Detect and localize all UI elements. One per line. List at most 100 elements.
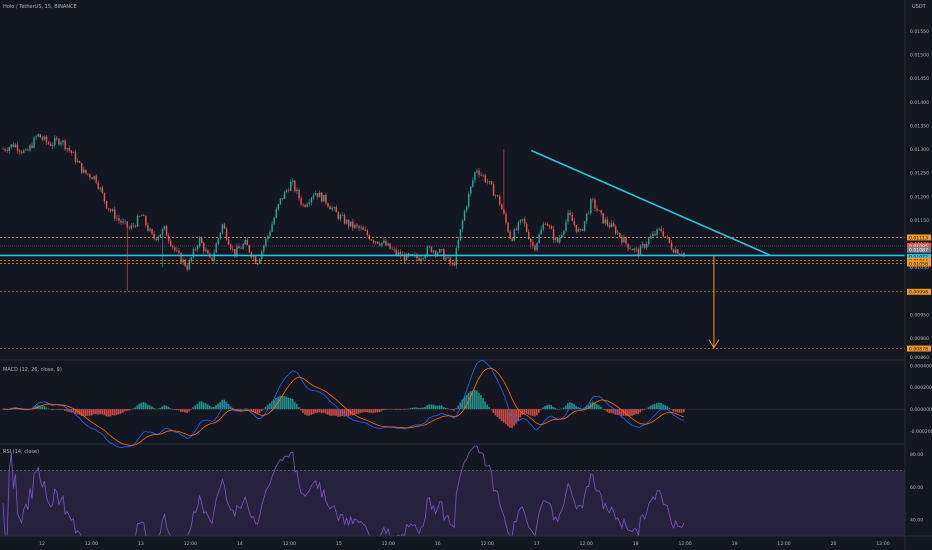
candle-body[interactable] [161, 229, 164, 235]
candle-body[interactable] [548, 225, 551, 227]
candle-body[interactable] [648, 238, 650, 245]
candle-body[interactable] [45, 136, 48, 143]
candle-body[interactable] [263, 245, 265, 252]
candle-body[interactable] [232, 248, 234, 250]
candle-body[interactable] [201, 237, 203, 244]
candle-body[interactable] [662, 231, 664, 237]
candle-body[interactable] [314, 193, 317, 196]
candle-body[interactable] [256, 263, 259, 265]
candle-body[interactable] [546, 224, 549, 226]
candle-body[interactable] [176, 250, 178, 252]
candle-body[interactable] [378, 243, 381, 246]
candle-body[interactable] [364, 229, 366, 231]
candle-body[interactable] [432, 250, 435, 253]
candle-body[interactable] [534, 245, 536, 251]
candle-body[interactable] [316, 193, 319, 198]
candle-body[interactable] [238, 246, 240, 249]
candle-body[interactable] [16, 144, 19, 151]
candle-body[interactable] [190, 257, 193, 261]
macd-signal-line[interactable] [3, 367, 685, 446]
candle-body[interactable] [306, 204, 309, 207]
candle-body[interactable] [523, 218, 526, 224]
candle-body[interactable] [501, 204, 503, 210]
candle-body[interactable] [242, 244, 244, 249]
price-pane[interactable] [0, 133, 905, 361]
candle-body[interactable] [679, 253, 681, 255]
candle-body[interactable] [308, 202, 311, 205]
candle-body[interactable] [494, 195, 497, 196]
candle-body[interactable] [227, 239, 230, 245]
candle-body[interactable] [143, 215, 145, 216]
candle-body[interactable] [203, 243, 205, 252]
candle-body[interactable] [399, 252, 402, 256]
candle-body[interactable] [246, 239, 248, 246]
candle-body[interactable] [393, 249, 395, 250]
candle-body[interactable] [519, 219, 522, 223]
candle-body[interactable] [350, 221, 352, 227]
candle-body[interactable] [561, 234, 563, 238]
candle-body[interactable] [457, 240, 460, 249]
candle-body[interactable] [4, 149, 6, 151]
candle-body[interactable] [639, 245, 642, 256]
candle-body[interactable] [496, 195, 499, 197]
candle-body[interactable] [186, 266, 188, 270]
candle-body[interactable] [337, 212, 340, 219]
candle-body[interactable] [107, 208, 110, 210]
candle-body[interactable] [619, 232, 621, 237]
candle-body[interactable] [39, 134, 42, 138]
candle-body[interactable] [623, 237, 625, 243]
candle-body[interactable] [207, 250, 209, 254]
candle-body[interactable] [608, 224, 611, 228]
candle-body[interactable] [478, 170, 480, 175]
candle-body[interactable] [416, 254, 418, 259]
candle-body[interactable] [33, 137, 35, 148]
candle-body[interactable] [138, 215, 141, 217]
candle-body[interactable] [23, 150, 25, 153]
candle-body[interactable] [99, 187, 102, 189]
candle-body[interactable] [20, 151, 23, 153]
candle-body[interactable] [670, 242, 673, 250]
candle-body[interactable] [465, 206, 468, 211]
candle-body[interactable] [229, 244, 232, 249]
candle-body[interactable] [681, 254, 683, 255]
candle-body[interactable] [27, 149, 29, 151]
price-axis[interactable]: 0.01550 0.01500 0.01450 0.01400 0.01350 0.013… [904, 0, 932, 550]
candle-body[interactable] [103, 192, 106, 201]
candle-body[interactable] [87, 173, 89, 175]
candle-body[interactable] [606, 219, 609, 225]
candle-body[interactable] [439, 249, 441, 253]
candle-body[interactable] [484, 175, 486, 182]
candle-body[interactable] [265, 239, 267, 246]
candle-body[interactable] [528, 231, 530, 239]
candle-body[interactable] [167, 235, 170, 241]
candle-body[interactable] [89, 174, 91, 178]
price-level-tag[interactable] [907, 260, 931, 267]
price-level-tag[interactable] [907, 288, 931, 295]
candle-body[interactable] [381, 242, 383, 246]
candle-body[interactable] [407, 253, 410, 256]
candle-body[interactable] [304, 204, 306, 207]
candle-body[interactable] [333, 207, 335, 208]
candle-body[interactable] [579, 229, 582, 230]
candle-body[interactable] [552, 229, 555, 240]
candle-body[interactable] [244, 239, 246, 245]
candle-body[interactable] [310, 197, 313, 203]
candle-body[interactable] [155, 238, 157, 240]
candle-body[interactable] [169, 240, 172, 246]
candle-body[interactable] [569, 212, 571, 216]
candle-body[interactable] [521, 218, 524, 220]
candle-body[interactable] [302, 204, 304, 206]
candle-body[interactable] [112, 209, 114, 211]
candle-body[interactable] [174, 247, 176, 251]
candle-body[interactable] [631, 248, 633, 251]
candle-body[interactable] [217, 238, 220, 244]
candle-body[interactable] [12, 144, 15, 148]
candle-body[interactable] [78, 161, 81, 164]
candle-body[interactable] [54, 138, 56, 145]
candle-body[interactable] [347, 219, 350, 227]
candle-body[interactable] [656, 229, 658, 236]
candle-body[interactable] [635, 248, 638, 250]
candle-body[interactable] [124, 221, 126, 222]
candle-body[interactable] [530, 238, 532, 242]
